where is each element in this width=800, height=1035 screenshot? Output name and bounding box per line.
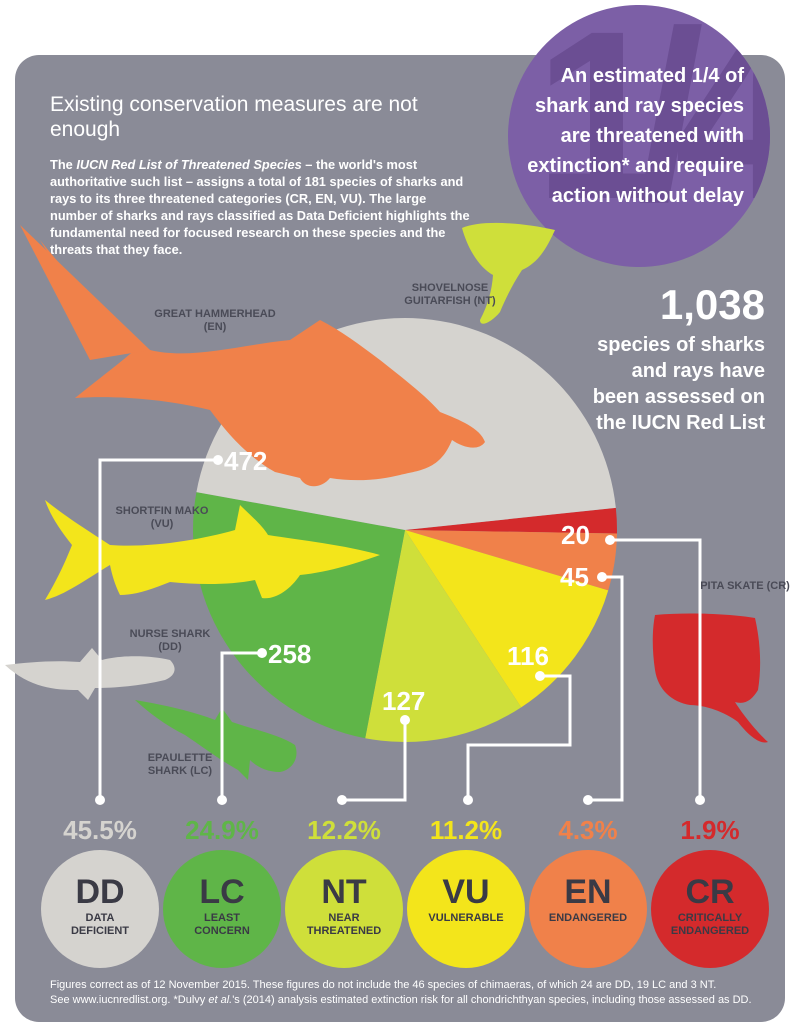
dot-en-start [597, 572, 607, 582]
intro-paragraph: The IUCN Red List of Threatened Species … [50, 156, 470, 258]
label-shovelnose-guitarfish: SHOVELNOSE GUITARFISH (NT) [404, 282, 496, 307]
value-label-lc: 258 [268, 639, 311, 669]
category-vu: VU VULNERABLE [407, 850, 525, 968]
category-en: EN ENDANGERED [529, 850, 647, 968]
category-lc: LC LEAST CONCERN [163, 850, 281, 968]
label-pita-skate: PITA SKATE (CR) [700, 580, 790, 592]
nurse-shark-icon [5, 648, 175, 700]
category-nt: NT NEAR THREATENED [285, 850, 403, 968]
pct-lc: 24.9% [185, 815, 259, 845]
dot-vu-start [535, 671, 545, 681]
intro-pre: The [50, 157, 77, 172]
category-name-cr: CRITICALLY ENDANGERED [670, 912, 750, 937]
value-label-dd: 472 [224, 446, 267, 476]
footnote-line2-post: 's (2014) analysis estimated extinction … [232, 994, 752, 1006]
label-great-hammerhead: GREAT HAMMERHEAD (EN) [154, 308, 276, 333]
footnote: Figures correct as of 12 November 2015. … [50, 978, 770, 1008]
assessed-count: 1,038 species of sharks and rays have be… [590, 282, 765, 436]
assessed-text: species of sharks and rays have been ass… [592, 334, 765, 434]
category-name-lc: LEAST CONCERN [194, 912, 250, 937]
hammerhead-tail-icon [20, 225, 150, 360]
value-label-nt: 127 [382, 686, 425, 716]
pie-slice-vu [405, 530, 609, 708]
dot-cr-start [605, 535, 615, 545]
pita-skate-icon [652, 613, 768, 743]
footnote-line2: See www.iucnredlist.org. *Dulvy et al.'s… [50, 993, 770, 1008]
shovelnose-guitarfish-icon [462, 222, 555, 324]
value-label-vu: 116 [507, 641, 549, 671]
intro-post: – the world's most authoritative such li… [50, 157, 470, 257]
footnote-line2-italic: et al. [208, 994, 233, 1006]
label-epaulette-shark: EPAULETTE SHARK (LC) [147, 752, 213, 777]
quarter-badge: 1/4 An estimated 1/4 of shark and ray sp… [508, 5, 770, 267]
quarter-text: An estimated 1/4 of shark and ray specie… [527, 65, 744, 207]
category-dd: DD DATA DEFICIENT [41, 850, 159, 968]
pie-slice-en [405, 530, 617, 591]
label-nurse-shark: NURSE SHARK (DD) [129, 628, 211, 653]
footnote-line2-pre: See www.iucnredlist.org. *Dulvy [50, 994, 209, 1006]
headline: Existing conservation measures are not e… [50, 93, 418, 141]
footnote-line1: Figures correct as of 12 November 2015. … [50, 979, 717, 991]
dot-dd-end [95, 795, 105, 805]
dot-nt-start [400, 715, 410, 725]
dot-vu-end [463, 795, 473, 805]
leader-dd [98, 458, 218, 800]
leader-cr [610, 538, 702, 800]
label-shortfin-mako: SHORTFIN MAKO (VU) [115, 505, 209, 530]
dot-lc-start [257, 648, 267, 658]
category-cr: CR CRITICALLY ENDANGERED [651, 850, 769, 968]
category-name-vu: VULNERABLE [428, 912, 504, 924]
value-label-en: 45 [560, 562, 589, 592]
pct-vu: 11.2% [429, 815, 503, 845]
value-label-cr: 20 [561, 520, 590, 550]
pct-en: 4.3% [558, 815, 618, 845]
leader-en [588, 575, 624, 802]
pct-nt: 12.2% [307, 815, 381, 845]
category-code-dd: DD [75, 873, 125, 911]
intro-italic: IUCN Red List of Threatened Species [76, 157, 302, 172]
category-code-en: EN [564, 873, 612, 911]
category-name-dd: DATA DEFICIENT [70, 912, 130, 937]
great-hammerhead-icon [40, 240, 485, 487]
epaulette-shark-icon [135, 700, 297, 780]
shortfin-mako-icon [45, 500, 380, 600]
pct-cr: 1.9% [680, 815, 740, 845]
quarter-watermark: 1/4 [534, 5, 770, 249]
leader-lc [220, 651, 262, 800]
category-code-lc: LC [199, 873, 245, 911]
category-name-en: ENDANGERED [548, 912, 628, 924]
dot-en-end [583, 795, 593, 805]
category-code-nt: NT [321, 873, 367, 911]
pie-slice-cr [405, 507, 617, 534]
pct-dd: 45.5% [63, 815, 137, 845]
category-code-cr: CR [685, 873, 735, 911]
assessed-number: 1,038 [659, 281, 765, 328]
category-name-nt: NEAR THREATENED [306, 912, 382, 937]
dot-cr-end [695, 795, 705, 805]
dot-lc-end [217, 795, 227, 805]
dot-dd-start [213, 455, 223, 465]
pie-slice-nt [365, 530, 522, 742]
leader-nt [342, 720, 407, 802]
leader-vu [466, 674, 572, 800]
dot-nt-end [337, 795, 347, 805]
category-code-vu: VU [442, 873, 490, 911]
